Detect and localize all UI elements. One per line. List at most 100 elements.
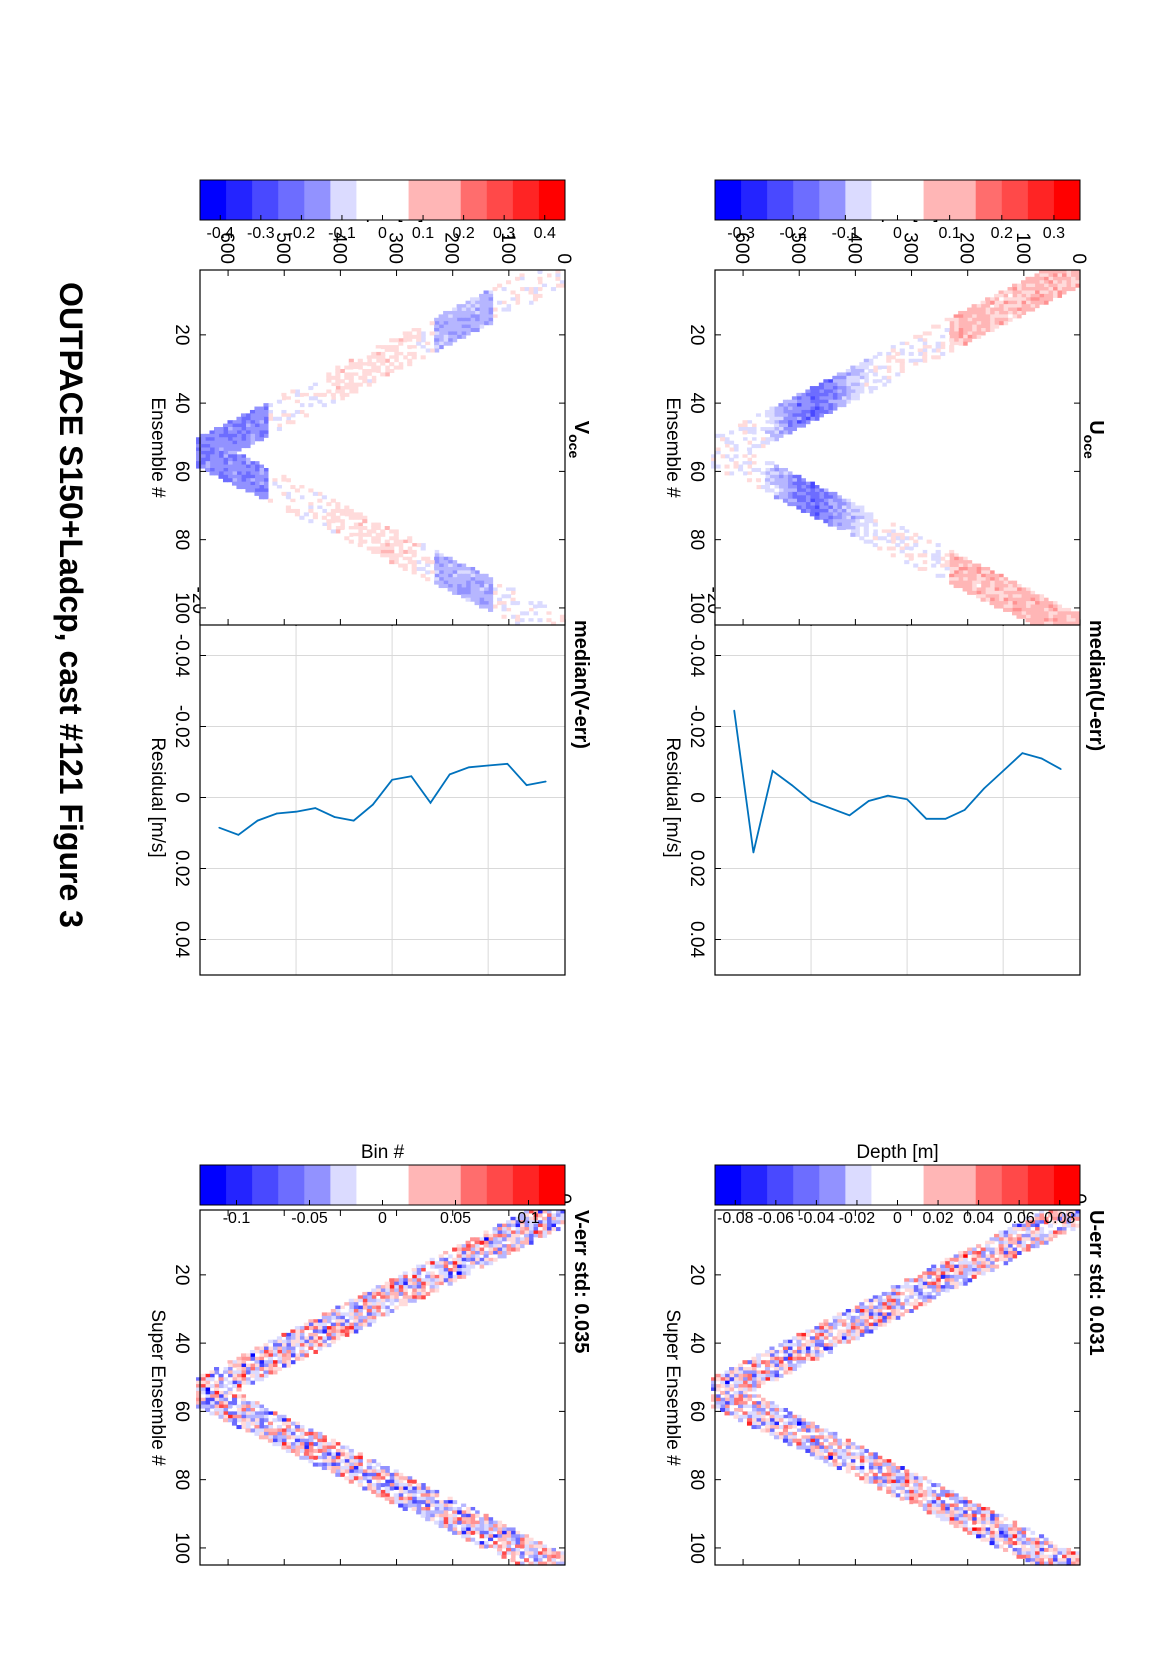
heatmap-cell: [854, 368, 860, 374]
heatmap-cell: [290, 1428, 296, 1433]
heatmap-cell: [532, 1230, 539, 1235]
heatmap-cell: [742, 1401, 748, 1406]
heatmap-cell: [353, 1329, 359, 1334]
heatmap-cell: [809, 1428, 815, 1433]
heatmap-cell: [832, 1445, 838, 1450]
heatmap-cell: [245, 1353, 251, 1358]
heatmap-cell: [258, 1373, 265, 1378]
heatmap-cell: [236, 444, 242, 449]
heatmap-cell: [474, 1257, 480, 1262]
heatmap-cell: [497, 1227, 503, 1232]
heatmap-cell: [904, 1291, 910, 1296]
heatmap-cell: [782, 1414, 788, 1419]
heatmap-cell: [764, 1363, 771, 1368]
heatmap-cell: [922, 1298, 928, 1303]
heatmap-cell: [724, 1397, 730, 1402]
heatmap-cell: [420, 1264, 426, 1269]
heatmap-cell: [555, 270, 561, 275]
heatmap-cell: [461, 1517, 467, 1522]
heatmap-cell: [1047, 1237, 1054, 1242]
heatmap-cell: [209, 447, 215, 452]
heatmap-cell: [1007, 1257, 1013, 1262]
heatmap-cell: [994, 304, 1000, 309]
heatmap-cell: [438, 1264, 444, 1269]
heatmap-cell: [505, 1247, 512, 1252]
heatmap-cell: [1007, 590, 1013, 595]
heatmap-cell: [501, 1233, 507, 1238]
heatmap-cell: [452, 1527, 458, 1532]
heatmap-cell: [290, 1329, 296, 1334]
heatmap-cell: [258, 1435, 265, 1440]
heatmap-cell: [1007, 297, 1013, 302]
heatmap-cell: [317, 399, 323, 404]
colorbar-tick-label: 0.06: [1004, 1210, 1035, 1227]
heatmap-cell: [971, 566, 977, 571]
heatmap-cell: [510, 1227, 516, 1232]
heatmap-cell: [1034, 1223, 1040, 1228]
heatmap-cell: [1065, 611, 1072, 616]
heatmap-cell: [541, 283, 548, 288]
heatmap-cell: [380, 1479, 386, 1484]
heatmap-cell: [827, 1322, 833, 1327]
heatmap-cell: [760, 437, 766, 442]
heatmap-cell: [218, 1380, 224, 1385]
heatmap-cell: [254, 413, 260, 418]
heatmap-cell: [384, 348, 390, 353]
heatmap-cell: [231, 1360, 238, 1365]
heatmap-cell: [299, 409, 305, 414]
heatmap-cell: [971, 1520, 977, 1525]
heatmap-cell: [818, 495, 824, 500]
heatmap-cell: [976, 563, 982, 568]
heatmap-cell: [308, 1336, 314, 1341]
heatmap-cell: [474, 1534, 480, 1539]
heatmap-cell: [200, 464, 206, 469]
heatmap-cell: [559, 1551, 565, 1556]
heatmap-cell: [886, 1466, 892, 1471]
heatmap-cell: [1043, 1216, 1049, 1221]
heatmap-cell: [371, 375, 377, 380]
heatmap-cell: [953, 1271, 959, 1276]
heatmap-cell: [411, 1496, 417, 1501]
heatmap-cell: [886, 529, 892, 534]
heatmap-cell: [751, 461, 757, 466]
heatmap-cell: [818, 491, 824, 496]
heatmap-cell: [814, 386, 820, 391]
heatmap-cell: [796, 488, 802, 493]
heatmap-cell: [222, 427, 229, 432]
heatmap-cell: [832, 375, 838, 380]
heatmap-cell: [222, 1394, 229, 1399]
heatmap-cell: [863, 1308, 869, 1314]
heatmap-cell: [1065, 614, 1072, 619]
heatmap-cell: [326, 1315, 332, 1320]
heatmap-cell: [994, 310, 1000, 315]
heatmap-cell: [913, 549, 919, 554]
heatmap-cell: [245, 1377, 251, 1382]
heatmap-cell: [1070, 614, 1076, 619]
heatmap-cell: [935, 1285, 941, 1290]
heatmap-cell: [926, 331, 932, 336]
heatmap-cell: [1056, 1230, 1063, 1235]
heatmap-cell: [814, 1346, 820, 1351]
heatmap-cell: [205, 1390, 211, 1395]
heatmap-cell: [850, 1326, 856, 1331]
heatmap-cell: [1034, 1227, 1040, 1232]
heatmap-cell: [1029, 293, 1036, 298]
heatmap-cell: [1029, 1554, 1036, 1559]
heatmap-cell: [438, 1281, 444, 1286]
heatmap-cell: [1003, 1520, 1009, 1525]
heatmap-cell: [254, 433, 260, 438]
heatmap-cell: [407, 1486, 413, 1491]
heatmap-cell: [854, 379, 860, 384]
heatmap-cell: [532, 1558, 539, 1563]
heatmap-cell: [949, 563, 955, 568]
heatmap-cell: [330, 382, 336, 387]
heatmap-cell: [205, 450, 211, 455]
heatmap-cell: [926, 1479, 932, 1484]
heatmap-cell: [760, 427, 766, 432]
heatmap-cell: [389, 368, 395, 374]
heatmap-cell: [528, 300, 534, 305]
heatmap-cell: [814, 515, 820, 520]
heatmap-cell: [523, 1210, 530, 1215]
heatmap-cell: [434, 1500, 440, 1505]
heatmap-cell: [267, 1339, 273, 1344]
